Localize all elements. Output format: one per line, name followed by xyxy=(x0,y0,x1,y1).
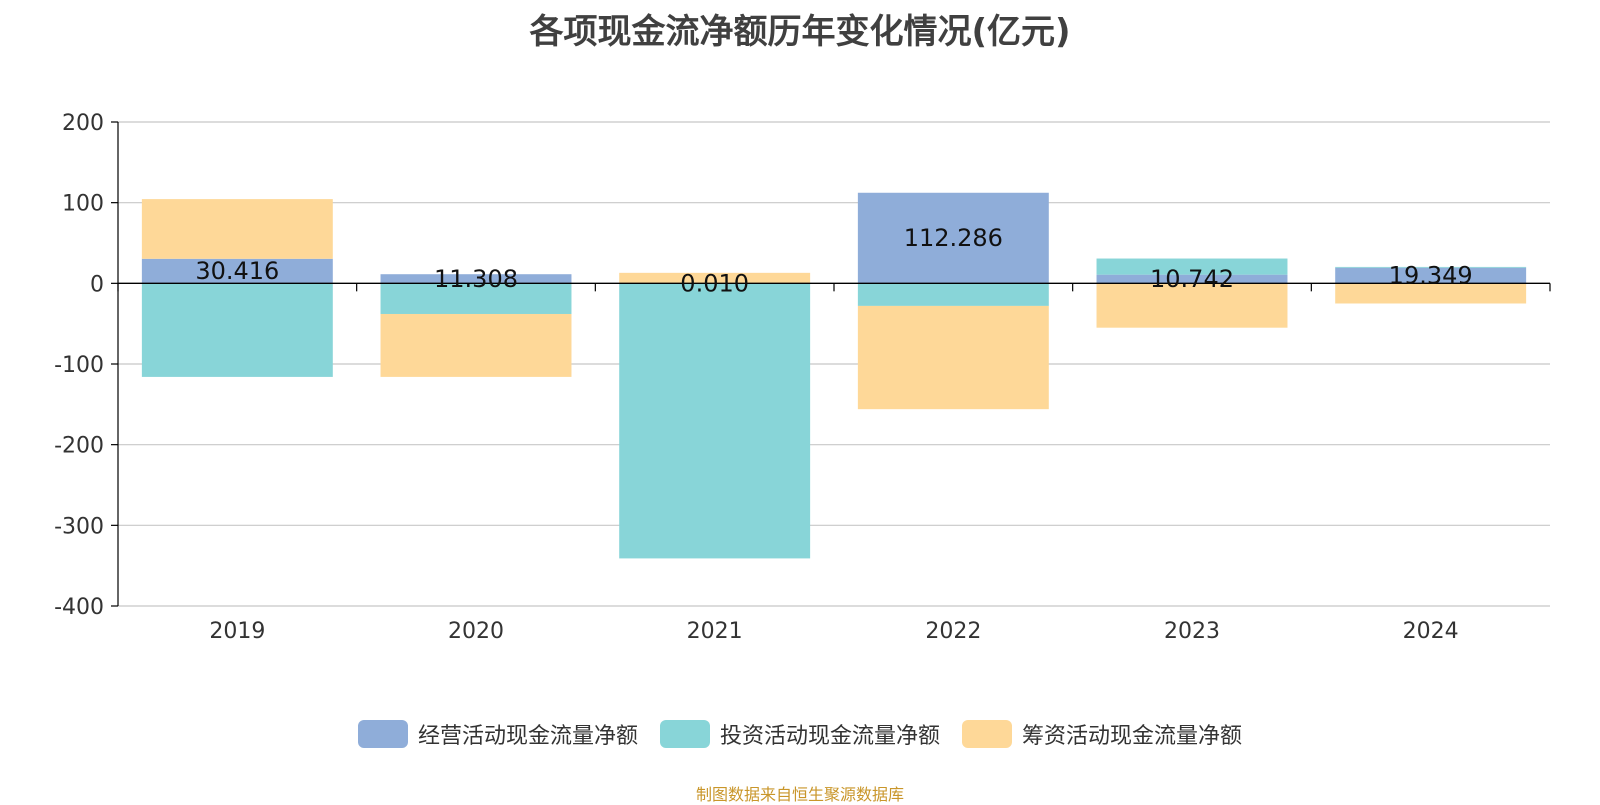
y-tick-label: 0 xyxy=(90,272,104,297)
legend-item-operating[interactable]: 经营活动现金流量净额 xyxy=(358,718,638,750)
x-tick-label: 2023 xyxy=(1164,619,1220,644)
x-tick-label: 2020 xyxy=(448,619,504,644)
legend-label-investing: 投资活动现金流量净额 xyxy=(720,718,940,750)
bar-financing-2020 xyxy=(381,314,572,377)
bar-investing-2022 xyxy=(858,283,1049,306)
legend-label-financing: 筹资活动现金流量净额 xyxy=(1022,718,1242,750)
legend-item-investing[interactable]: 投资活动现金流量净额 xyxy=(660,718,940,750)
y-tick-label: 200 xyxy=(62,111,104,136)
bar-investing-2021 xyxy=(619,283,810,558)
data-label-operating: 19.349 xyxy=(1389,262,1473,290)
y-tick-label: -100 xyxy=(54,353,104,378)
legend-swatch-investing xyxy=(660,720,710,748)
data-label-operating: 0.010 xyxy=(680,269,749,297)
y-tick-label: -400 xyxy=(54,595,104,620)
x-tick-label: 2024 xyxy=(1403,619,1459,644)
legend-swatch-financing xyxy=(962,720,1012,748)
data-label-operating: 10.742 xyxy=(1150,265,1234,293)
y-tick-label: 100 xyxy=(62,192,104,217)
data-label-operating: 11.308 xyxy=(434,265,518,293)
x-tick-label: 2021 xyxy=(687,619,743,644)
x-tick-label: 2022 xyxy=(925,619,981,644)
legend-item-financing[interactable]: 筹资活动现金流量净额 xyxy=(962,718,1242,750)
x-tick-label: 2019 xyxy=(209,619,265,644)
source-note: 制图数据来自恒生聚源数据库 xyxy=(0,781,1600,805)
legend: 经营活动现金流量净额 投资活动现金流量净额 筹资活动现金流量净额 xyxy=(0,718,1600,750)
data-label-operating: 30.416 xyxy=(195,257,279,285)
bar-financing-2022 xyxy=(858,306,1049,409)
data-label-operating: 112.286 xyxy=(904,224,1003,252)
y-tick-label: -200 xyxy=(54,434,104,459)
bar-financing-2019 xyxy=(142,199,333,259)
y-tick-label: -300 xyxy=(54,514,104,539)
legend-swatch-operating xyxy=(358,720,408,748)
stacked-bar-chart: 200 100 0 -100 -200 -300 -400 2019 2020 2021 2022 2… xyxy=(0,0,1600,700)
legend-label-operating: 经营活动现金流量净额 xyxy=(418,718,638,750)
bar-investing-2019 xyxy=(142,283,333,377)
